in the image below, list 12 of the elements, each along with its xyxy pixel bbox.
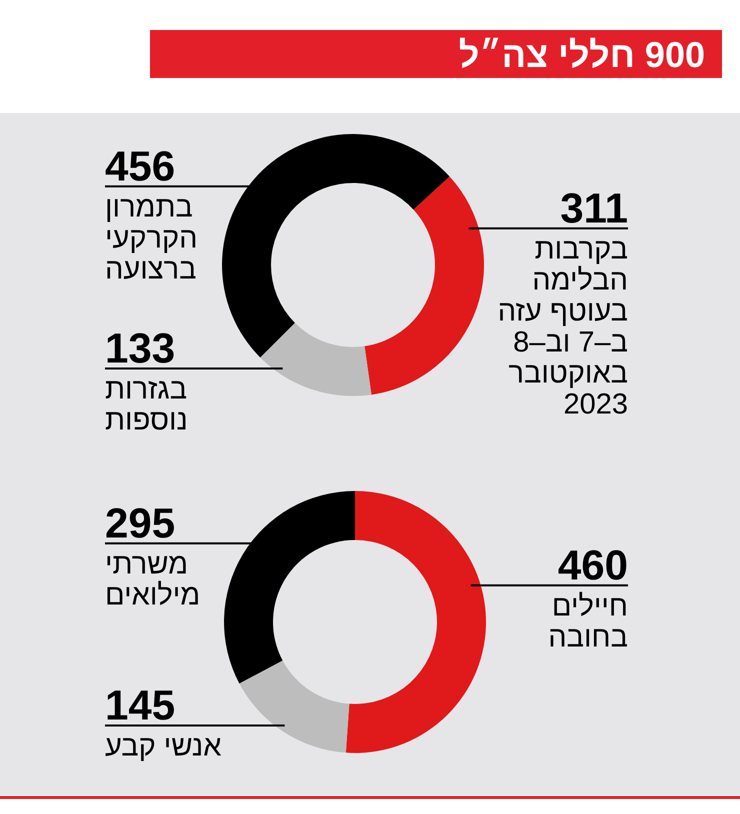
slice-label: בתמרון הקרקעי ברצועה [105,191,198,286]
data-label: 460 [558,541,628,588]
chart-title: 900 חללי צה״ל [458,34,705,75]
data-label: 456 [105,142,176,190]
data-label: 133 [105,324,176,372]
slice-label: משרתי מילואים [105,548,200,612]
slice-label: חיילים בחובה [548,590,628,654]
data-label: 295 [105,499,176,546]
slice-label: בגזרות נוספות [105,373,188,436]
data-label: 145 [105,681,176,728]
data-label: 311 [560,184,628,232]
slice-label: אנשי קבע [105,730,222,762]
